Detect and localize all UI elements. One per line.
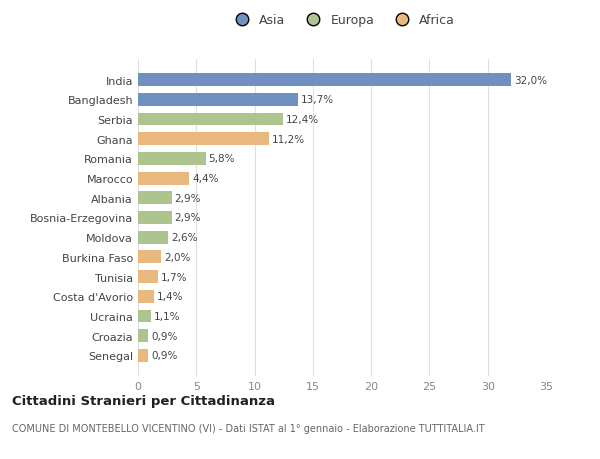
Text: 1,4%: 1,4%	[157, 291, 184, 302]
Text: 1,7%: 1,7%	[161, 272, 187, 282]
Text: 0,9%: 0,9%	[151, 351, 178, 361]
Bar	[138, 310, 151, 323]
Text: 1,1%: 1,1%	[154, 311, 180, 321]
Bar	[138, 290, 154, 303]
Bar	[138, 330, 148, 342]
Text: 32,0%: 32,0%	[514, 75, 547, 85]
Bar	[138, 74, 511, 87]
Bar	[138, 133, 269, 146]
Bar	[138, 172, 189, 185]
Text: 2,9%: 2,9%	[175, 213, 201, 223]
Bar	[138, 192, 172, 205]
Text: Cittadini Stranieri per Cittadinanza: Cittadini Stranieri per Cittadinanza	[12, 394, 275, 407]
Bar	[138, 231, 169, 244]
Text: 0,9%: 0,9%	[151, 331, 178, 341]
Text: 12,4%: 12,4%	[286, 115, 319, 125]
Bar	[138, 153, 206, 165]
Legend: Asia, Europa, Africa: Asia, Europa, Africa	[224, 9, 460, 32]
Text: COMUNE DI MONTEBELLO VICENTINO (VI) - Dati ISTAT al 1° gennaio - Elaborazione TU: COMUNE DI MONTEBELLO VICENTINO (VI) - Da…	[12, 424, 485, 433]
Text: 2,6%: 2,6%	[171, 233, 198, 243]
Bar	[138, 271, 158, 283]
Text: 4,4%: 4,4%	[192, 174, 219, 184]
Bar	[138, 349, 148, 362]
Bar	[138, 94, 298, 106]
Bar	[138, 212, 172, 224]
Text: 5,8%: 5,8%	[209, 154, 235, 164]
Text: 13,7%: 13,7%	[301, 95, 334, 105]
Text: 2,0%: 2,0%	[164, 252, 191, 263]
Bar	[138, 113, 283, 126]
Text: 2,9%: 2,9%	[175, 193, 201, 203]
Text: 11,2%: 11,2%	[271, 134, 305, 145]
Bar	[138, 251, 161, 264]
